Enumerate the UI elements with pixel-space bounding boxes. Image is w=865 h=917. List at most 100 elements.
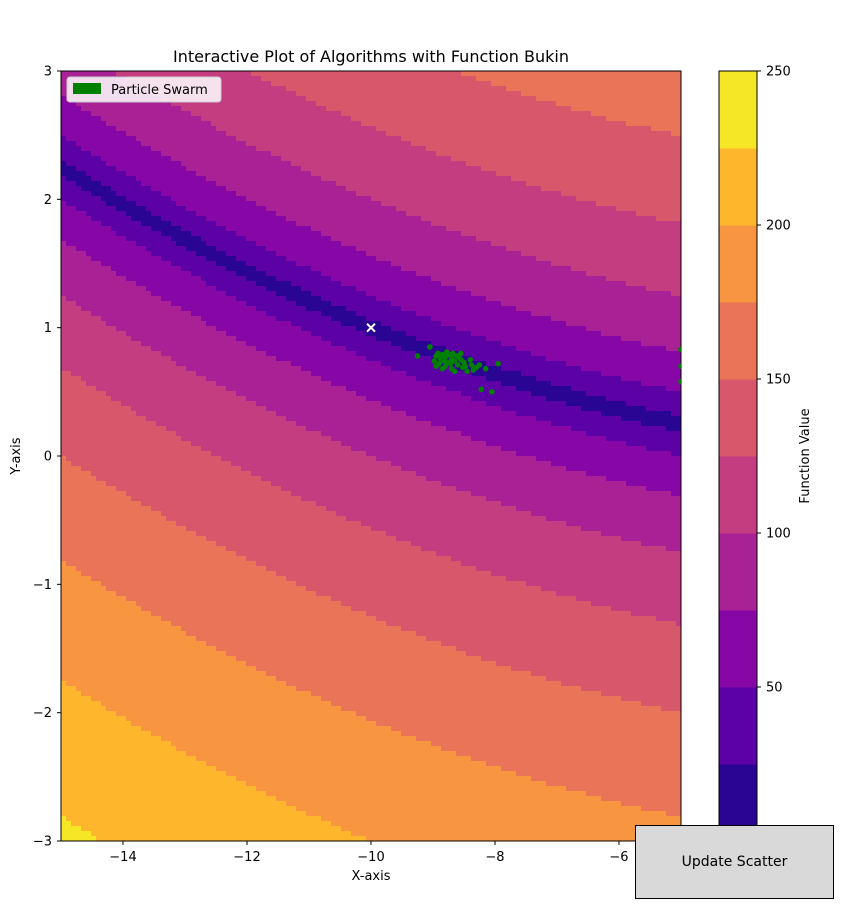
contour-cell [291, 231, 297, 237]
contour-cell [451, 106, 457, 112]
contour-cell [171, 181, 177, 187]
contour-cell [616, 201, 622, 207]
contour-cell [186, 121, 192, 127]
contour-cell [601, 141, 607, 147]
contour-cell [116, 186, 122, 192]
contour-cell [346, 156, 352, 162]
contour-cell [601, 246, 607, 252]
contour-cell [146, 251, 152, 257]
contour-cell [446, 101, 452, 107]
contour-cell [426, 176, 432, 182]
contour-cell [591, 186, 597, 192]
contour-cell [646, 201, 652, 207]
contour-cell [226, 261, 232, 267]
contour-cell [366, 116, 372, 122]
contour-cell [596, 241, 602, 247]
contour-cell [246, 126, 252, 132]
contour-cell [631, 131, 637, 137]
contour-cell [276, 176, 282, 182]
contour-cell [376, 136, 382, 142]
contour-cell [626, 116, 632, 122]
contour-cell [171, 116, 177, 122]
contour-cell [111, 151, 117, 157]
contour-cell [146, 141, 152, 147]
contour-cell [356, 236, 362, 242]
contour-cell [401, 151, 407, 157]
contour-cell [276, 266, 282, 272]
contour-cell [241, 91, 247, 97]
contour-cell [601, 86, 607, 92]
contour-cell [366, 221, 372, 227]
contour-cell [576, 136, 582, 142]
contour-cell [111, 231, 117, 237]
contour-cell [596, 181, 602, 187]
contour-cell [71, 271, 77, 277]
contour-cell [226, 216, 232, 222]
contour-cell [651, 106, 657, 112]
contour-cell [146, 171, 152, 177]
contour-cell [91, 196, 97, 202]
contour-cell [491, 241, 497, 247]
contour-cell [206, 121, 212, 127]
contour-cell [451, 141, 457, 147]
contour-cell [116, 231, 122, 237]
contour-cell [156, 241, 162, 247]
contour-cell [486, 156, 492, 162]
contour-cell [156, 141, 162, 147]
contour-cell [511, 126, 517, 132]
contour-cell [646, 146, 652, 152]
contour-cell [226, 196, 232, 202]
contour-cell [386, 191, 392, 197]
contour-cell [341, 186, 347, 192]
contour-cell [371, 96, 377, 102]
contour-cell [571, 91, 577, 97]
contour-cell [71, 71, 77, 77]
contour-cell [151, 136, 157, 142]
contour-cell [556, 191, 562, 197]
contour-cell [581, 101, 587, 107]
contour-cell [631, 121, 637, 127]
contour-cell [626, 236, 632, 242]
contour-cell [496, 251, 502, 257]
contour-cell [166, 251, 172, 257]
contour-cell [96, 246, 102, 252]
contour-cell [261, 236, 267, 242]
contour-cell [256, 266, 262, 272]
contour-cell [506, 156, 512, 162]
contour-cell [341, 86, 347, 92]
contour-cell [456, 211, 462, 217]
contour-cell [251, 151, 257, 157]
contour-cell [121, 261, 127, 267]
contour-cell [431, 76, 437, 82]
contour-cell [546, 146, 552, 152]
contour-cell [531, 241, 537, 247]
contour-cell [566, 131, 572, 137]
contour-cell [246, 151, 252, 157]
contour-cell [656, 231, 662, 237]
contour-cell [446, 176, 452, 182]
contour-cell [486, 241, 492, 247]
contour-cell [416, 206, 422, 212]
contour-cell [106, 121, 112, 127]
contour-cell [186, 111, 192, 117]
contour-cell [251, 176, 257, 182]
contour-cell [86, 106, 92, 112]
contour-cell [646, 136, 652, 142]
contour-cell [471, 261, 477, 267]
contour-cell [156, 146, 162, 152]
contour-cell [366, 156, 372, 162]
contour-cell [431, 216, 437, 222]
contour-cell [91, 216, 97, 222]
contour-cell [71, 141, 77, 147]
contour-cell [426, 76, 432, 82]
contour-cell [106, 216, 112, 222]
contour-cell [101, 161, 107, 167]
contour-cell [491, 91, 497, 97]
contour-cell [486, 206, 492, 212]
contour-cell [96, 71, 102, 77]
contour-cell [311, 106, 317, 112]
contour-cell [146, 146, 152, 152]
contour-cell [151, 241, 157, 247]
contour-cell [161, 251, 167, 257]
contour-cell [96, 271, 102, 277]
